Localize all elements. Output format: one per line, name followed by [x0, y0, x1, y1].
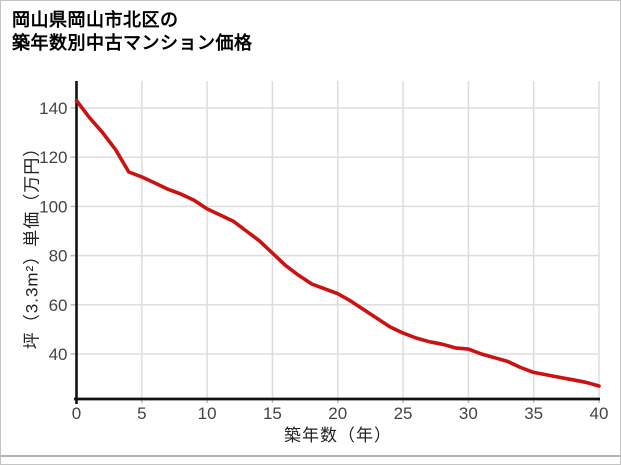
x-axis-title: 築年数（年）	[284, 426, 392, 445]
chart-title: 岡山県岡山市北区の 築年数別中古マンション価格	[12, 9, 253, 55]
x-tick-label: 35	[524, 404, 543, 423]
bottom-divider	[1, 455, 620, 457]
x-tick-label: 0	[72, 404, 81, 423]
chart-title-line2: 築年数別中古マンション価格	[12, 33, 253, 53]
y-tick-label: 40	[49, 345, 68, 364]
x-tick-label: 5	[137, 404, 146, 423]
x-tick-label: 10	[198, 404, 217, 423]
x-tick-label: 15	[263, 404, 282, 423]
y-axis-title: 坪（3.3m²）単価（万円）	[22, 138, 42, 350]
chart-title-line1: 岡山県岡山市北区の	[12, 10, 179, 30]
y-tick-label: 80	[49, 247, 68, 266]
x-tick-label: 40	[590, 404, 609, 423]
y-tick-label: 120	[39, 148, 67, 167]
y-tick-label: 60	[49, 296, 68, 315]
x-tick-label: 20	[328, 404, 347, 423]
x-tick-label: 25	[394, 404, 413, 423]
x-tick-label: 30	[459, 404, 478, 423]
y-tick-label: 100	[39, 197, 67, 216]
y-tick-label: 140	[39, 99, 67, 118]
price-line-series	[74, 98, 601, 388]
